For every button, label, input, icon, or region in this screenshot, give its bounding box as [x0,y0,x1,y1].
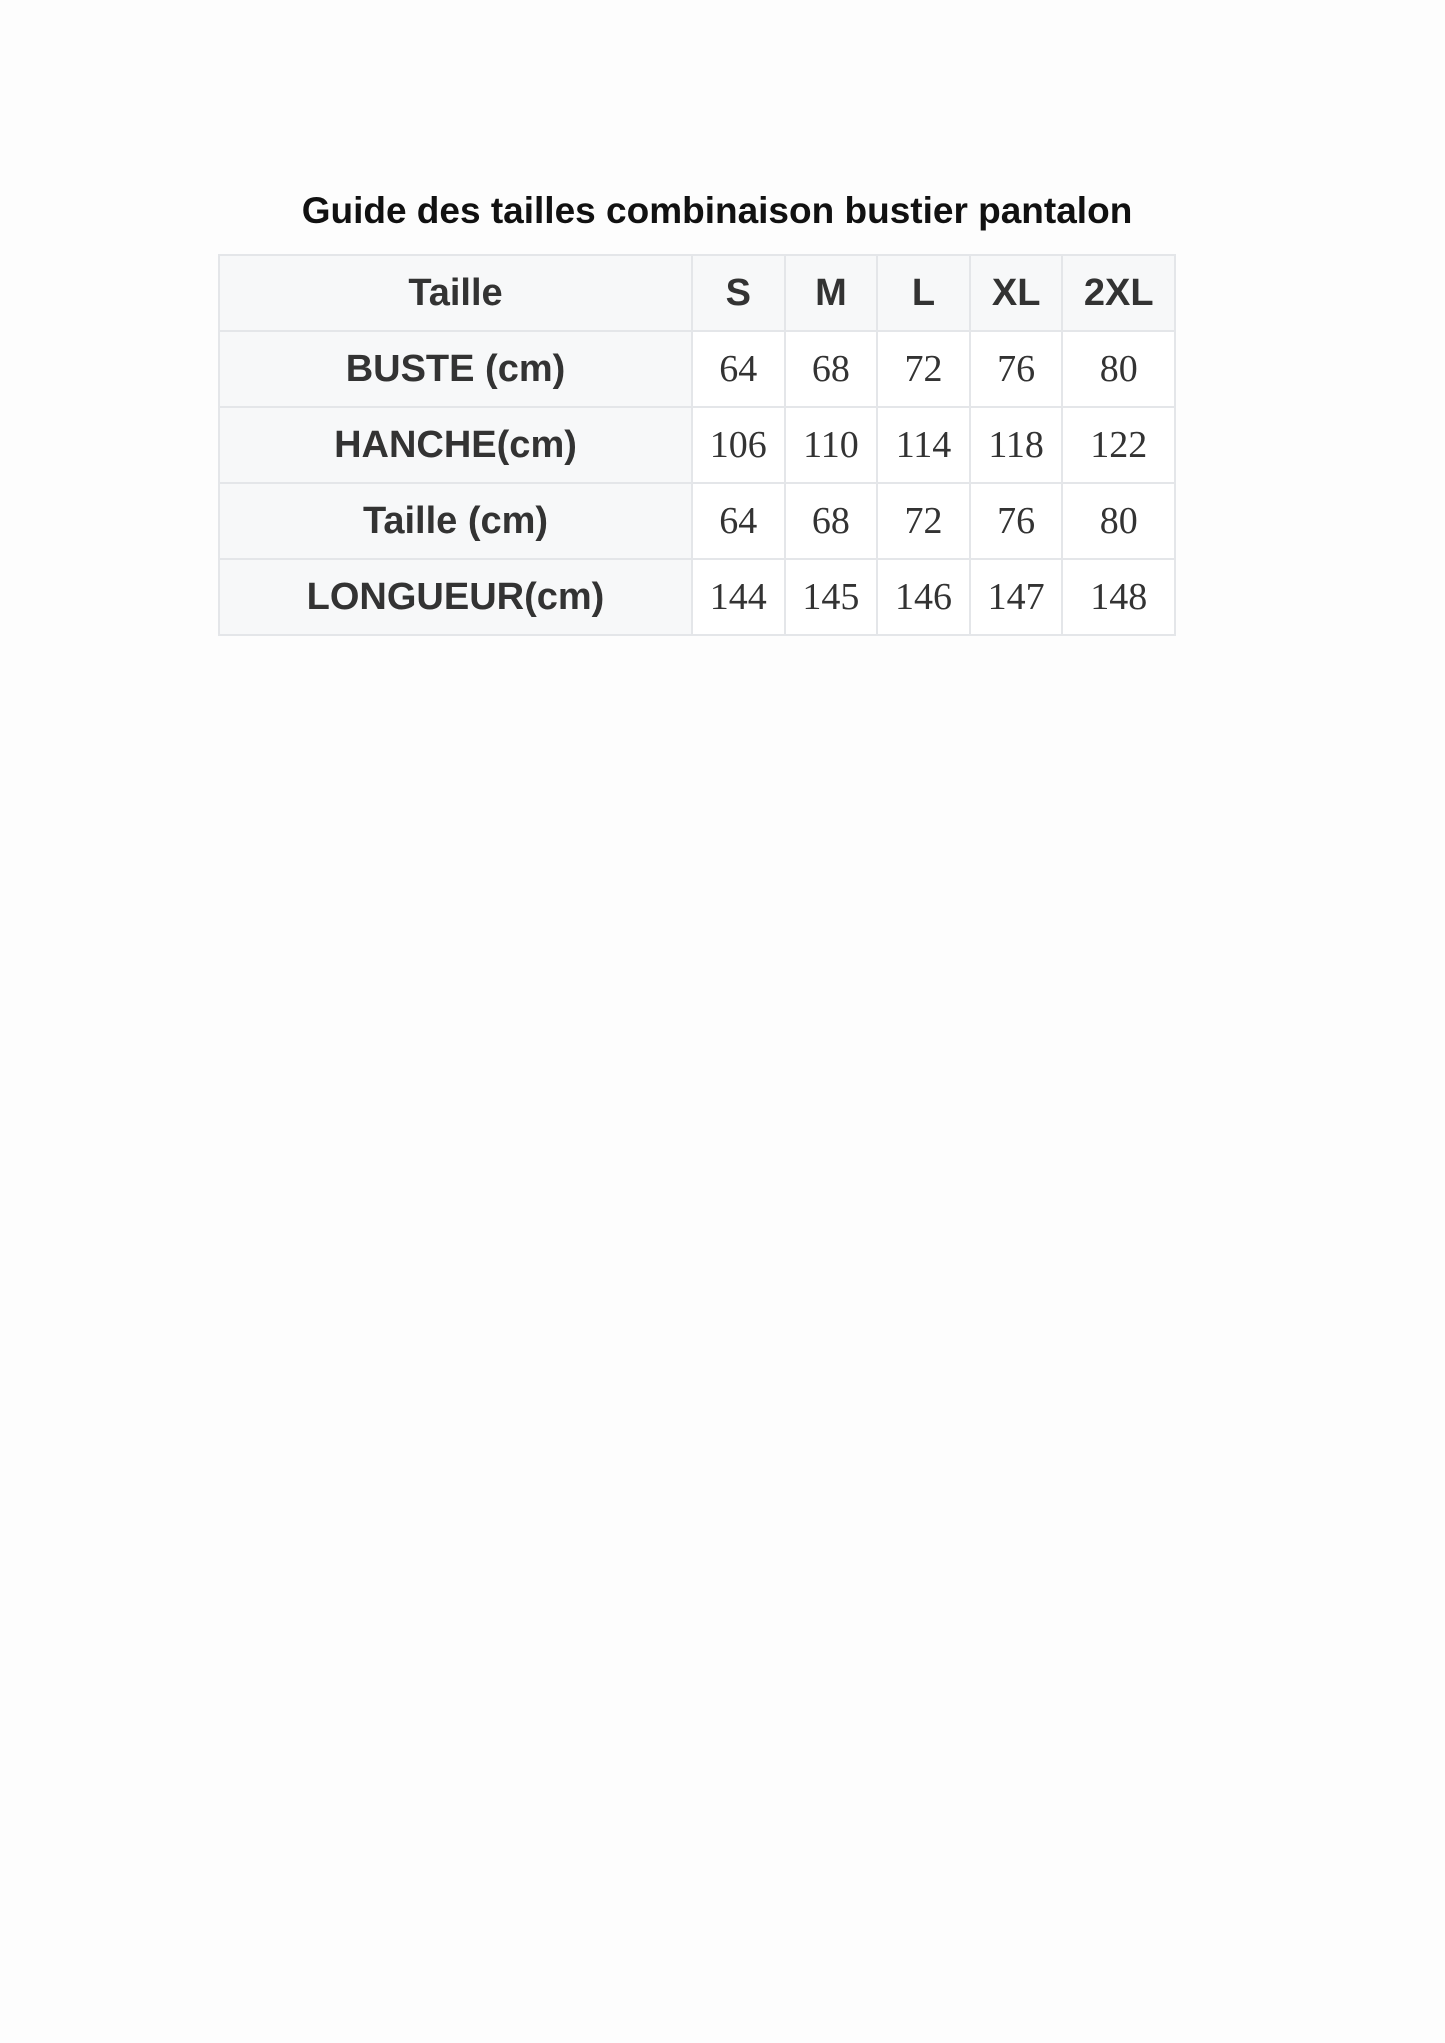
table-cell: 80 [1061,482,1176,560]
table-cell: 114 [876,406,971,484]
table-cell: 147 [968,558,1064,636]
row-label: LONGUEUR(cm) [218,558,693,636]
table-row: LONGUEUR(cm) 144 145 146 147 148 [218,558,1176,636]
header-cell: M [783,254,879,332]
table-cell: 68 [783,482,879,560]
row-label: Taille (cm) [218,482,693,560]
table-cell: 106 [691,406,786,484]
table-cell: 110 [783,406,879,484]
table-cell: 72 [876,482,971,560]
table-cell: 118 [968,406,1064,484]
table-cell: 145 [783,558,879,636]
table-cell: 122 [1061,406,1176,484]
table-cell: 64 [691,482,786,560]
table-cell: 148 [1061,558,1176,636]
table-cell: 144 [691,558,786,636]
table-cell: 80 [1061,330,1176,408]
table-cell: 76 [968,482,1064,560]
header-cell: Taille [218,254,693,332]
table-cell: 64 [691,330,786,408]
table-cell: 72 [876,330,971,408]
table-header-row: Taille S M L XL 2XL [218,254,1176,332]
row-label: BUSTE (cm) [218,330,693,408]
header-cell: XL [968,254,1064,332]
size-chart-table: Taille S M L XL 2XL BUSTE (cm) 64 68 72 … [218,254,1176,636]
row-label: HANCHE(cm) [218,406,693,484]
page-title: Guide des tailles combinaison bustier pa… [301,190,1133,231]
table-cell: 146 [876,558,971,636]
table-row: Taille (cm) 64 68 72 76 80 [218,482,1176,560]
table-row: HANCHE(cm) 106 110 114 118 122 [218,406,1176,484]
header-cell: 2XL [1061,254,1176,332]
table-cell: 76 [968,330,1064,408]
header-cell: S [691,254,786,332]
table-row: BUSTE (cm) 64 68 72 76 80 [218,330,1176,408]
table-cell: 68 [783,330,879,408]
header-cell: L [876,254,971,332]
